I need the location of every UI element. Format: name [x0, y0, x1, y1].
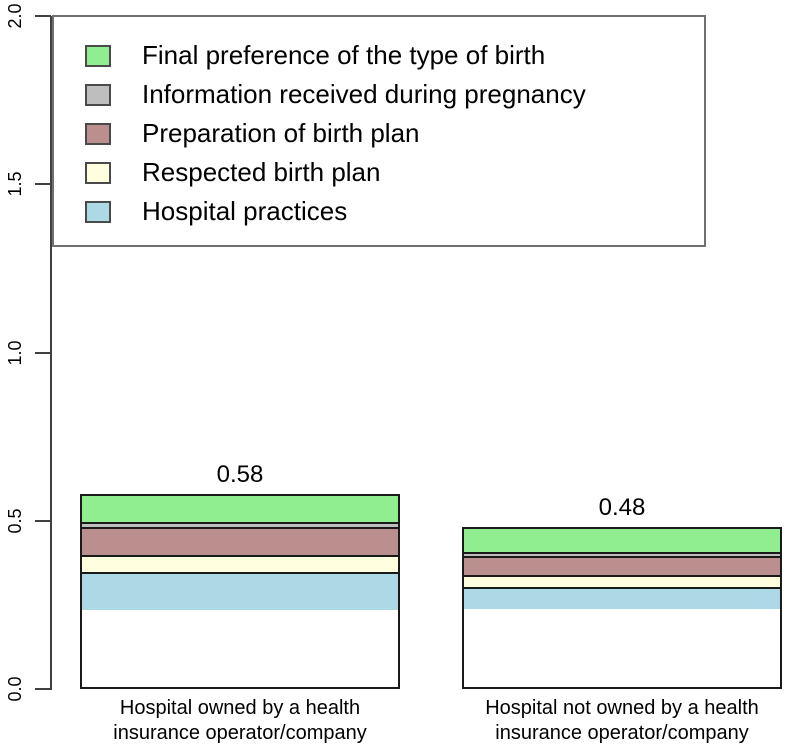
bar-category-label-line: insurance operator/company: [113, 722, 367, 744]
bar-category-label-line: Hospital owned by a health: [119, 697, 361, 719]
bar-segment-final-preference-of-the-type-of-birth: [82, 495, 398, 525]
chart-legend: Final preference of the type of birth Inf…: [52, 15, 706, 247]
bar-segment-hospital-practices: [82, 574, 398, 611]
legend-swatch-icon: [85, 44, 111, 67]
bar-category-label: Hospital not owned by a health insurance …: [432, 696, 786, 746]
bar-category-label: Hospital owned by a health insurance oper…: [50, 696, 430, 746]
legend-item: Final preference of the type of birth: [54, 36, 704, 75]
legend-item: Information received during pregnancy: [54, 75, 704, 114]
y-tick-mark: [35, 351, 51, 354]
bar-segment-information-received-during-pregnancy: [464, 553, 780, 558]
legend-item: Hospital practices: [54, 192, 704, 231]
bar-segment-hospital-practices: [464, 588, 780, 610]
bar-total-label: 0.58: [216, 460, 264, 488]
y-tick-label: 0.0: [5, 676, 25, 702]
y-tick-label: 1.5: [5, 171, 25, 197]
legend-item-label: Preparation of birth plan: [142, 118, 420, 148]
y-tick-mark: [35, 688, 51, 690]
bar-segment-respected-birth-plan: [82, 557, 398, 575]
y-tick-label: 1.0: [5, 339, 25, 366]
y-tick-label: 2.0: [5, 3, 25, 29]
legend-item-label: Final preference of the type of birth: [142, 40, 546, 70]
bar-segment-preparation-of-birth-plan: [82, 529, 398, 558]
bar-segment-respected-birth-plan: [464, 577, 780, 589]
bar-segment-preparation-of-birth-plan: [464, 557, 780, 578]
legend-item: Preparation of birth plan: [54, 114, 704, 153]
legend-item-label: Hospital practices: [142, 196, 348, 226]
stacked-bar: [462, 527, 782, 689]
legend-swatch-icon: [85, 122, 111, 145]
legend-item: Respected birth plan: [54, 153, 704, 192]
y-axis-line: [50, 16, 52, 690]
legend-item-label: Respected birth plan: [142, 157, 381, 187]
bar-category-label-line: insurance operator/company: [495, 722, 749, 744]
legend-swatch-icon: [85, 200, 111, 223]
y-tick-mark: [35, 519, 51, 522]
bar-segment-information-received-during-pregnancy: [82, 524, 398, 530]
legend-swatch-icon: [85, 161, 111, 184]
y-tick-label: 0.5: [5, 508, 25, 534]
legend-item-label: Information received during pregnancy: [142, 79, 586, 109]
y-tick-mark: [35, 183, 51, 186]
stacked-bar: [80, 493, 400, 689]
bar-total-label: 0.48: [598, 494, 646, 522]
bar-category-label-line: Hospital not owned by a health: [485, 697, 759, 719]
legend-swatch-icon: [85, 83, 111, 106]
bar-segment-final-preference-of-the-type-of-birth: [464, 529, 780, 554]
y-tick-mark: [35, 15, 51, 17]
